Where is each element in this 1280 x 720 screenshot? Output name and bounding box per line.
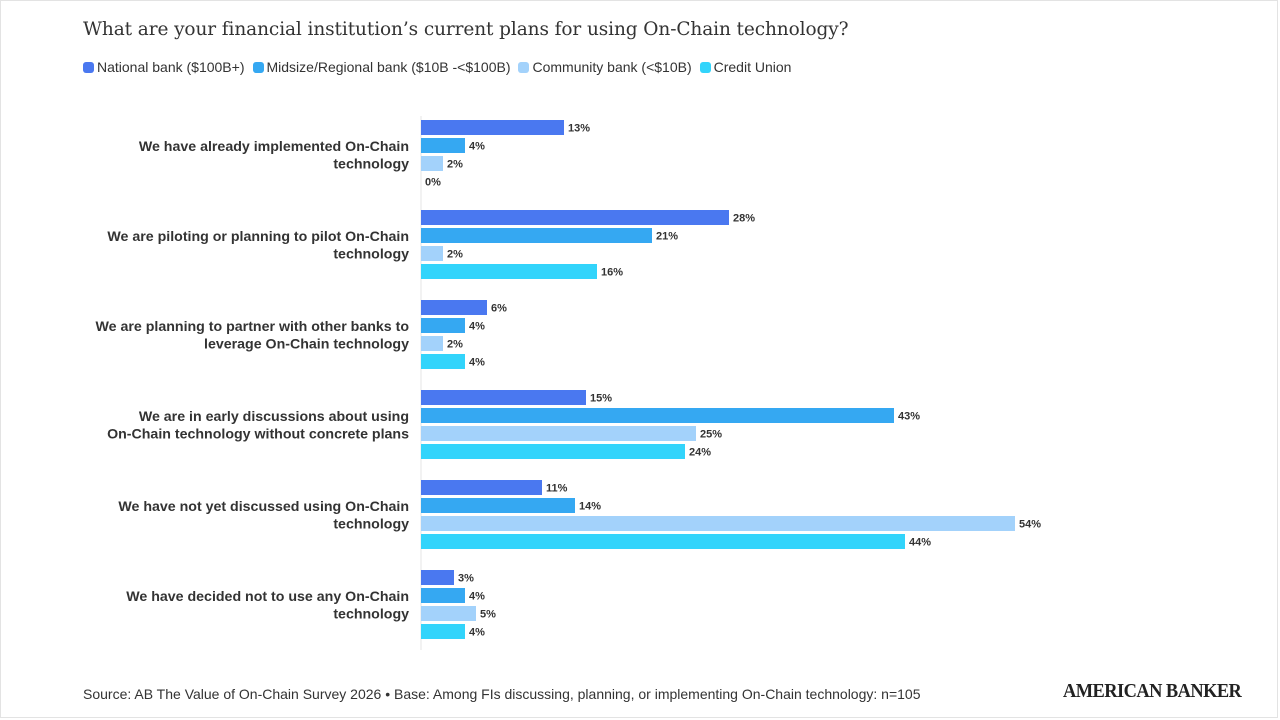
legend-label-community-bank: Community bank (<$10B) <box>532 59 692 75</box>
data-label: 4% <box>469 357 485 369</box>
bar[interactable] <box>421 246 443 261</box>
data-label: 13% <box>568 123 590 135</box>
american-banker-logo: AMERICAN BANKER <box>1063 680 1242 702</box>
legend-swatch-midsize-regional-bank <box>252 61 264 73</box>
data-label: 14% <box>579 501 601 513</box>
bar[interactable] <box>421 336 443 351</box>
bar[interactable] <box>421 120 564 135</box>
bar[interactable] <box>421 354 465 369</box>
category-label: technology <box>333 156 409 172</box>
category-label: technology <box>333 516 409 532</box>
data-label: 28% <box>733 213 755 225</box>
bar[interactable] <box>421 606 476 621</box>
data-label: 4% <box>469 627 485 639</box>
bar[interactable] <box>421 156 443 171</box>
bar[interactable] <box>421 624 465 639</box>
legend-item-national-bank[interactable]: National bank ($100B+) <box>83 59 245 75</box>
category-label: We are planning to partner with other ba… <box>96 319 410 335</box>
bar[interactable] <box>421 264 597 279</box>
category-label: technology <box>333 606 409 622</box>
legend-swatch-credit-union <box>699 61 711 73</box>
legend-item-community-bank[interactable]: Community bank (<$10B) <box>518 59 692 75</box>
data-label: 2% <box>447 249 463 261</box>
data-label: 4% <box>469 591 485 603</box>
bar[interactable] <box>421 570 454 585</box>
category-label: technology <box>333 246 409 262</box>
data-label: 4% <box>469 321 485 333</box>
bar[interactable] <box>421 210 729 225</box>
bar[interactable] <box>421 390 586 405</box>
bar[interactable] <box>421 318 465 333</box>
category-label: We are in early discussions about using <box>139 409 409 425</box>
data-label: 2% <box>447 159 463 171</box>
chart-title: What are your financial institution’s cu… <box>83 19 849 40</box>
data-label: 44% <box>909 537 931 549</box>
bar[interactable] <box>421 480 542 495</box>
data-label: 3% <box>458 573 474 585</box>
category-label: We have not yet discussed using On-Chain <box>118 499 409 515</box>
bar[interactable] <box>421 516 1015 531</box>
legend-label-credit-union: Credit Union <box>713 59 792 75</box>
source-footnote: Source: AB The Value of On-Chain Survey … <box>83 686 921 702</box>
legend-label-midsize-regional-bank: Midsize/Regional bank ($10B -<$100B) <box>266 59 511 75</box>
category-label: leverage On-Chain technology <box>204 336 409 352</box>
data-label: 54% <box>1019 519 1041 531</box>
bar[interactable] <box>421 498 575 513</box>
legend-swatch-national-bank <box>83 61 94 73</box>
bar[interactable] <box>421 534 905 549</box>
bar[interactable] <box>421 444 685 459</box>
data-label: 15% <box>590 393 612 405</box>
bar[interactable] <box>421 426 696 441</box>
data-label: 11% <box>546 483 568 495</box>
bar[interactable] <box>421 300 487 315</box>
data-label: 5% <box>480 609 496 621</box>
data-label: 24% <box>689 447 711 459</box>
category-label: We are piloting or planning to pilot On-… <box>107 229 409 245</box>
data-label: 16% <box>601 267 623 279</box>
legend: National bank ($100B+) Midsize/Regional … <box>83 59 799 75</box>
category-label: We have already implemented On-Chain <box>139 139 409 155</box>
legend-swatch-community-bank <box>518 61 530 73</box>
data-label: 21% <box>656 231 678 243</box>
bar[interactable] <box>421 228 652 243</box>
data-label: 43% <box>898 411 920 423</box>
data-label: 6% <box>491 303 507 315</box>
category-label: We have decided not to use any On-Chain <box>126 589 409 605</box>
data-label: 0% <box>425 177 441 189</box>
bar[interactable] <box>421 588 465 603</box>
data-label: 25% <box>700 429 722 441</box>
data-label: 2% <box>447 339 463 351</box>
data-label: 4% <box>469 141 485 153</box>
bar[interactable] <box>421 408 894 423</box>
legend-label-national-bank: National bank ($100B+) <box>97 59 245 75</box>
bar[interactable] <box>421 138 465 153</box>
legend-item-midsize-regional-bank[interactable]: Midsize/Regional bank ($10B -<$100B) <box>252 59 511 75</box>
legend-item-credit-union[interactable]: Credit Union <box>699 59 792 75</box>
category-label: On-Chain technology without concrete pla… <box>107 426 409 442</box>
